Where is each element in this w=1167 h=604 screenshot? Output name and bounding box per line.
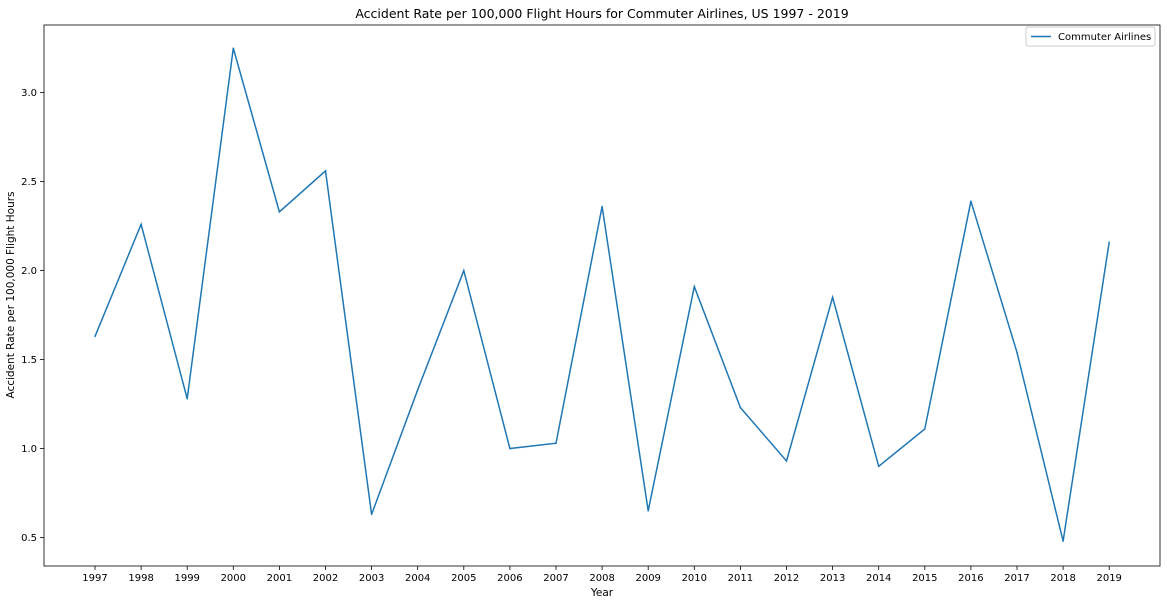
legend-label: Commuter Airlines (1058, 32, 1151, 43)
data-point (278, 211, 281, 213)
y-tick-label: 2.0 (21, 266, 37, 277)
x-tick-label: 2013 (820, 573, 845, 584)
x-tick-label: 1998 (128, 573, 153, 584)
data-point (924, 428, 926, 430)
data-point (463, 269, 465, 272)
x-tick-label: 2010 (682, 573, 707, 584)
data-point (186, 397, 188, 400)
data-point (601, 205, 603, 208)
data-point (1016, 351, 1018, 354)
x-tick-label: 2012 (774, 573, 799, 584)
data-point (416, 389, 419, 391)
x-tick-label: 2009 (635, 573, 660, 584)
x-tick-label: 2019 (1096, 573, 1121, 584)
data-point (739, 406, 742, 409)
y-axis-label: Accident Rate per 100,000 Flight Hours (5, 191, 17, 398)
y-tick-label: 1.5 (21, 355, 37, 366)
plot-area: 0.5 1.0 1.5 2.0 2.5 3.0 1997 1998 1999 2000 2001 20… (21, 47, 1122, 584)
data-point (831, 296, 834, 299)
data-point (970, 200, 972, 202)
data-point (94, 335, 96, 338)
x-tick-label: 2015 (912, 573, 937, 584)
y-tick-label: 2.5 (21, 177, 37, 188)
legend-box (1025, 26, 1156, 47)
data-point (693, 285, 696, 288)
x-tick-label: 2004 (405, 573, 430, 584)
x-tick-label: 2006 (497, 573, 522, 584)
x-axis-label: Year (590, 587, 614, 599)
plot-frame (43, 24, 1161, 567)
x-tick-label: 2008 (589, 573, 614, 584)
data-point (785, 460, 788, 462)
data-point (1108, 241, 1110, 243)
data-point (232, 47, 235, 49)
x-tick-label: 2017 (1004, 573, 1029, 584)
data-point (647, 510, 649, 512)
y-tick-label: 3.0 (21, 88, 37, 99)
x-tick-label: 2000 (221, 573, 246, 584)
data-point (140, 223, 142, 226)
x-tick-label: 2018 (1050, 573, 1075, 584)
x-tick-label: 2007 (543, 573, 568, 584)
x-tick-label: 1997 (82, 573, 107, 584)
x-tick-label: 2011 (728, 573, 753, 584)
data-point (877, 465, 880, 468)
y-tick-label: 1.0 (21, 444, 37, 455)
data-point (1062, 540, 1064, 542)
x-tick-label: 2003 (359, 573, 384, 584)
x-tick-label: 2014 (866, 573, 891, 584)
chart-title: Accident Rate per 100,000 Flight Hours f… (355, 6, 848, 21)
data-point (509, 447, 511, 450)
x-tick-label: 2001 (267, 573, 292, 584)
data-point (555, 442, 557, 444)
data-point (324, 170, 327, 172)
data-point (370, 513, 373, 516)
x-tick-label: 2016 (958, 573, 983, 584)
x-tick-label: 2005 (451, 573, 476, 584)
y-tick-label: 0.5 (21, 533, 37, 544)
x-tick-label: 2002 (313, 573, 338, 584)
legend: Commuter Airlines (1025, 26, 1156, 47)
x-tick-label: 1999 (174, 573, 199, 584)
